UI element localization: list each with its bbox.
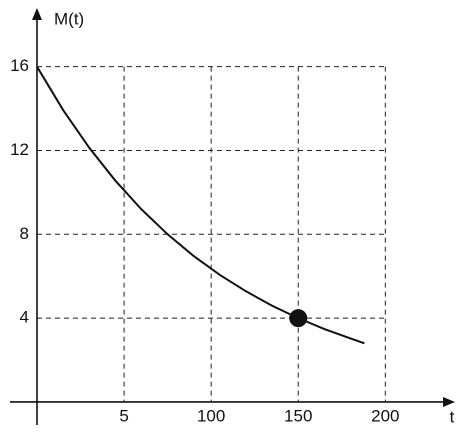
y-tick-label: 4 (20, 308, 29, 327)
y-tick-label: 16 (10, 56, 29, 75)
curve (36, 66, 365, 345)
x-tick-label: 150 (284, 406, 312, 425)
x-axis-arrow (443, 396, 455, 407)
x-tick-label: 200 (371, 406, 399, 425)
x-tick-label: 5 (119, 406, 128, 425)
x-tick-label: 100 (197, 406, 225, 425)
y-tick-label: 8 (20, 224, 29, 243)
point-marker (289, 309, 308, 328)
y-tick-label: 12 (10, 140, 29, 159)
x-axis-label: t (450, 407, 455, 426)
y-axis-arrow (31, 8, 42, 20)
y-axis-label: M(t) (54, 9, 84, 28)
